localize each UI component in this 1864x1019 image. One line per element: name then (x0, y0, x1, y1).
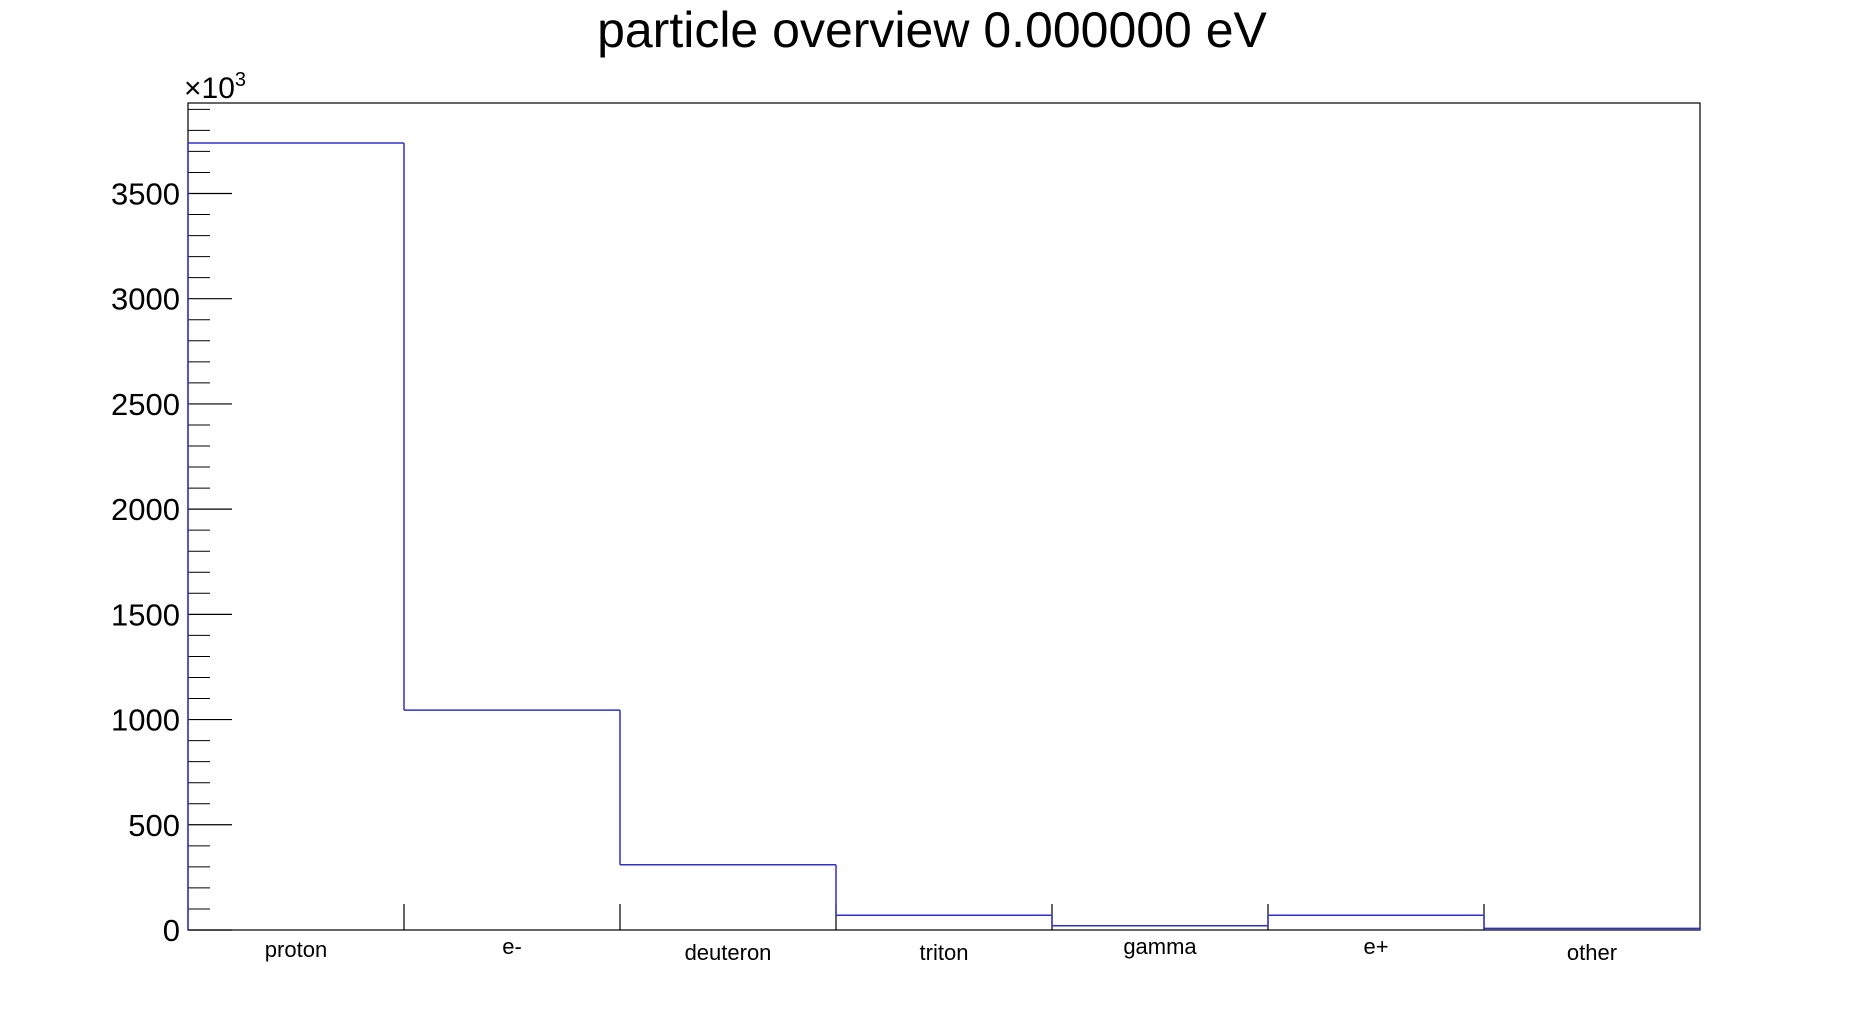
y-tick-label: 0 (163, 913, 180, 948)
histogram-bars (187, 142, 1701, 930)
x-tick-label: triton (920, 940, 969, 965)
x-tick-label: gamma (1123, 934, 1197, 959)
tick-labels: 0 500 1000 1500 2000 2500 3000 3500 proton e-deut… (111, 176, 1617, 965)
y-axis-multiplier: ×103 (184, 69, 246, 105)
y-tick-label: 3500 (111, 176, 180, 211)
y-tick-label: 1500 (111, 597, 180, 632)
y-tick-label: 2500 (111, 387, 180, 422)
x-tick-label: e- (502, 934, 522, 959)
axes (187, 102, 1701, 931)
x-tick-label: e+ (1363, 934, 1388, 959)
y-axis-multiplier-base: ×10 (184, 72, 235, 105)
x-tick-label: other (1567, 940, 1617, 965)
y-tick-label: 2000 (111, 492, 180, 527)
chart-title: particle overview 0.000000 eV (597, 2, 1267, 58)
plot-frame (187, 102, 1701, 931)
y-axis-multiplier-exponent: 3 (235, 69, 246, 91)
x-tick-label: deuteron (685, 940, 772, 965)
y-tick-label: 1000 (111, 703, 180, 738)
y-tick-label: 500 (128, 808, 180, 843)
x-tick-label: proton (265, 937, 327, 962)
y-tick-label: 3000 (111, 282, 180, 317)
